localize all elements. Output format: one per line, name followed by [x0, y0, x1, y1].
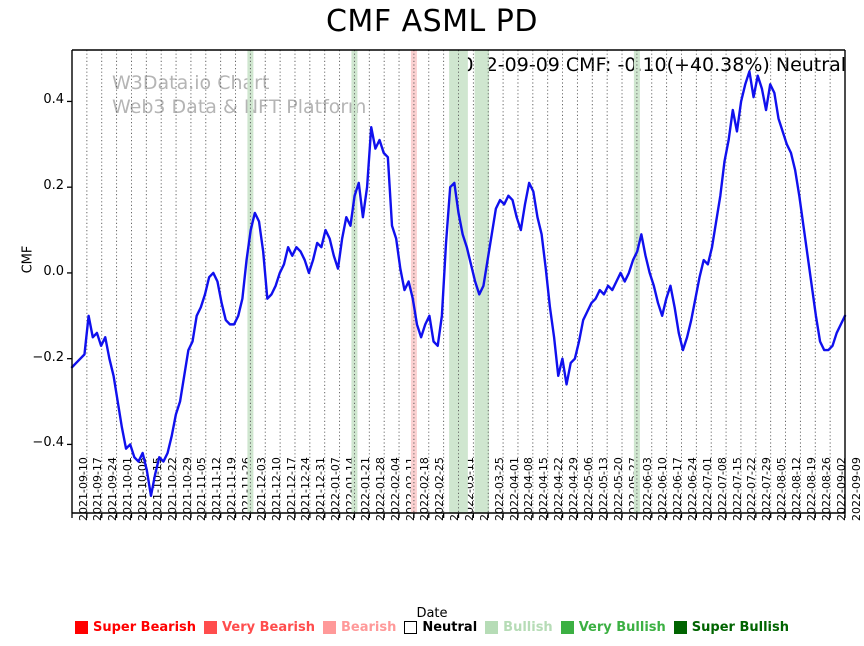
legend-swatch-bearish [322, 621, 336, 634]
y-tick-label: 0.4 [43, 92, 64, 108]
legend-item[interactable]: Bullish [485, 620, 553, 635]
legend-item[interactable]: Super Bearish [75, 620, 196, 635]
grid-lines [71, 50, 846, 513]
y-tick-label: −0.4 [32, 435, 64, 451]
legend-item[interactable]: Bearish [322, 620, 397, 635]
legend-item[interactable]: Neutral [404, 620, 477, 635]
y-tick-label: 0.2 [43, 178, 64, 194]
watermark-line-2: Web3 Data & NFT Platform [112, 96, 367, 118]
legend-label: Super Bullish [691, 620, 789, 635]
legend-swatch-very-bullish [560, 621, 574, 634]
cmf-series-line [70, 70, 847, 498]
legend-label: Bearish [340, 620, 397, 635]
y-tick-label: −0.2 [32, 349, 64, 365]
legend-item[interactable]: Very Bearish [204, 620, 315, 635]
legend-swatch-super-bullish [673, 621, 687, 634]
legend-label: Super Bearish [93, 620, 197, 635]
chart-legend: Super Bearish Very Bearish Bearish Neutral B… [0, 620, 864, 635]
y-axis-ticks: 0.4 0.2 0.0 −0.2 −0.4 [12, 0, 64, 646]
legend-label: Neutral [422, 620, 478, 635]
legend-swatch-super-bearish [75, 621, 88, 634]
legend-swatch-bullish [485, 621, 499, 634]
legend-item[interactable]: Very Bullish [560, 620, 666, 635]
chart-annotation: 2022-09-09 CMF: -0.10(+40.38%) Neutral [449, 54, 846, 76]
y-tick-label: 0.0 [43, 263, 64, 279]
x-axis-label: Date [416, 606, 448, 621]
legend-label: Bullish [503, 620, 553, 635]
legend-label: Very Bearish [222, 620, 315, 635]
legend-item[interactable]: Super Bullish [673, 620, 789, 635]
shaded-band [474, 50, 490, 513]
legend-swatch-very-bearish [204, 621, 218, 634]
legend-label: Very Bullish [578, 620, 666, 635]
page-title: CMF ASML PD [325, 4, 538, 39]
legend-swatch-neutral [404, 621, 418, 634]
